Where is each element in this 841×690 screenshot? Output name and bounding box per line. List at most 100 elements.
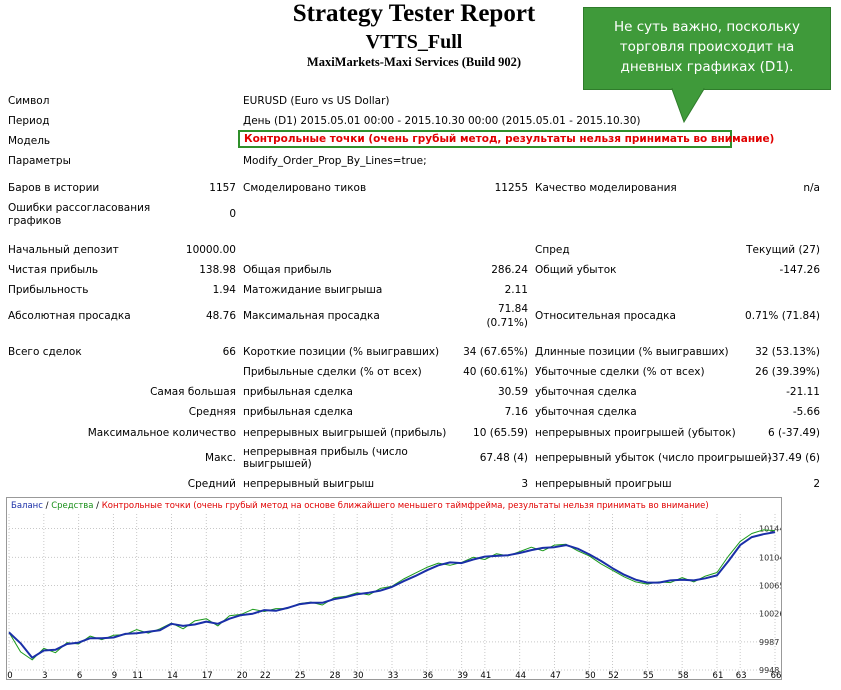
legend-equity: Средства [51,501,94,511]
chart-legend: Баланс / Средства / Контрольные точки (о… [11,501,709,511]
x-tick-label: 20 [237,671,248,679]
abs-dd-value: 48.76 [205,310,236,322]
max-dd-value-1: 71.84 [497,303,528,315]
callout-line-3: дневных графиках (D1). [620,59,794,75]
x-tick-label: 61 [713,671,724,679]
gross-loss-value: -147.26 [779,264,820,276]
bars-label: Баров в истории [8,182,100,194]
errors-value: 0 [229,208,236,220]
callout-note: Не суть важно, поскольку торговля происх… [583,7,831,90]
largest-profit-label: прибыльная сделка [243,386,353,398]
legend-balance: Баланс [11,501,43,511]
rel-dd-label: Относительная просадка [535,310,676,322]
gross-profit-value: 286.24 [491,264,528,276]
server-name: MaxiMarkets-Maxi Services (Build 902) [306,55,522,69]
average-profit-label: прибыльная сделка [243,406,353,418]
x-tick-label: 58 [678,671,689,679]
x-tick-label: 41 [480,671,491,679]
legend-sep-1: / [42,501,52,511]
legend-model: Контрольные точки (очень грубый метод на… [101,501,709,511]
max-wins-label: непрерывных выигрышей (прибыль) [243,427,447,439]
short-value: 34 (67.65%) [463,346,528,358]
x-tick-label: 36 [422,671,433,679]
errors-label-1: Ошибки рассогласования [8,202,151,214]
x-tick-label: 11 [132,671,143,679]
avg-losses-value: 2 [813,478,820,490]
callout-line-2: торговля происходит на [619,39,795,55]
y-tick-label: 10144 [759,524,781,533]
x-tick-label: 30 [353,671,364,679]
abs-dd-label: Абсолютная просадка [8,310,131,322]
x-tick-label: 25 [295,671,306,679]
x-tick-label: 9 [112,671,117,679]
max-wins-value: 10 (65.59) [473,427,528,439]
symbol-value: EURUSD (Euro vs US Dollar) [243,95,390,107]
y-tick-label: 9987 [759,638,779,647]
y-tick-label: 10104 [759,553,781,562]
profit-trades-value: 40 (60.61%) [463,366,528,378]
y-tick-label: 10065 [759,582,781,591]
total-trades-value: 66 [222,346,236,358]
max-count-label: Максимальное количество [87,427,236,439]
x-tick-label: 14 [167,671,178,679]
x-tick-label: 63 [736,671,747,679]
errors-label-2: графиков [8,215,62,227]
gross-profit-label: Общая прибыль [243,264,332,276]
ticks-value: 11255 [494,182,528,194]
average-loss-label: убыточная сделка [535,406,637,418]
max-loss-label: непрерывный убыток (число проигрышей) [535,452,772,464]
x-tick-label: 47 [550,671,561,679]
x-tick-label: 3 [42,671,47,679]
avg-label: Средний [187,478,236,490]
x-tick-label: 33 [388,671,399,679]
balance-line [8,531,776,659]
deposit-label: Начальный депозит [8,244,119,256]
max-profit-label-2: выигрышей) [243,458,312,470]
loss-trades-value: 26 (39.39%) [755,366,820,378]
pf-value: 1.94 [212,284,236,296]
max-dd-value-2: (0.71%) [486,317,528,329]
x-tick-label: 66 [771,671,781,679]
balance-chart: Баланс / Средства / Контрольные точки (о… [6,497,782,680]
average-loss-value: -5.66 [792,406,820,418]
pf-label: Прибыльность [8,284,89,296]
x-tick-label: 22 [260,671,271,679]
max-profit-value: 67.48 (4) [479,452,528,464]
model-value-text: Контрольные точки (очень грубый метод, р… [244,133,775,145]
loss-trades-label: Убыточные сделки (% от всех) [535,366,705,378]
bars-value: 1157 [209,182,236,194]
symbol-label: Символ [8,95,50,107]
max-losses-label: непрерывных проигрышей (убыток) [535,427,736,439]
largest-loss-label: убыточная сделка [535,386,637,398]
max-label: Макс. [205,452,236,464]
params-label: Параметры [8,155,71,167]
gross-loss-label: Общий убыток [535,264,617,276]
x-tick-label: 28 [330,671,341,679]
y-tick-label: 9948 [759,666,779,675]
payoff-label: Матожидание выигрыша [243,284,383,296]
deposit-value: 10000.00 [185,244,236,256]
largest-profit-value: 30.59 [497,386,528,398]
report-title: Strategy Tester Report [292,0,536,27]
ea-name: VTTS_Full [365,31,463,53]
rel-dd-value: 0.71% (71.84) [745,310,820,322]
quality-label: Качество моделирования [535,182,677,194]
avg-losses-label: непрерывный проигрыш [535,478,672,490]
params-value: Modify_Order_Prop_By_Lines=true; [243,155,427,167]
ticks-label: Смоделировано тиков [243,182,367,194]
largest-loss-value: -21.11 [786,386,820,398]
x-tick-label: 39 [457,671,468,679]
period-value: День (D1) 2015.05.01 00:00 - 2015.10.30 … [243,115,641,127]
payoff-value: 2.11 [504,284,528,296]
max-dd-label: Максимальная просадка [243,310,380,322]
average-label: Средняя [188,406,236,418]
callout-line-1: Не суть важно, поскольку [614,19,800,35]
x-tick-label: 52 [608,671,619,679]
profit-trades-label: Прибыльные сделки (% от всех) [243,366,422,378]
legend-sep-2: / [93,501,102,511]
x-tick-label: 44 [515,671,526,679]
average-profit-value: 7.16 [504,406,528,418]
period-label: Период [8,115,50,127]
avg-wins-label: непрерывный выигрыш [243,478,375,490]
chart-plot: 0 3 6 9 11 14 17 20 22 25 28 30 33 36 39 41 44 47 50 52 55 58… [7,514,781,679]
